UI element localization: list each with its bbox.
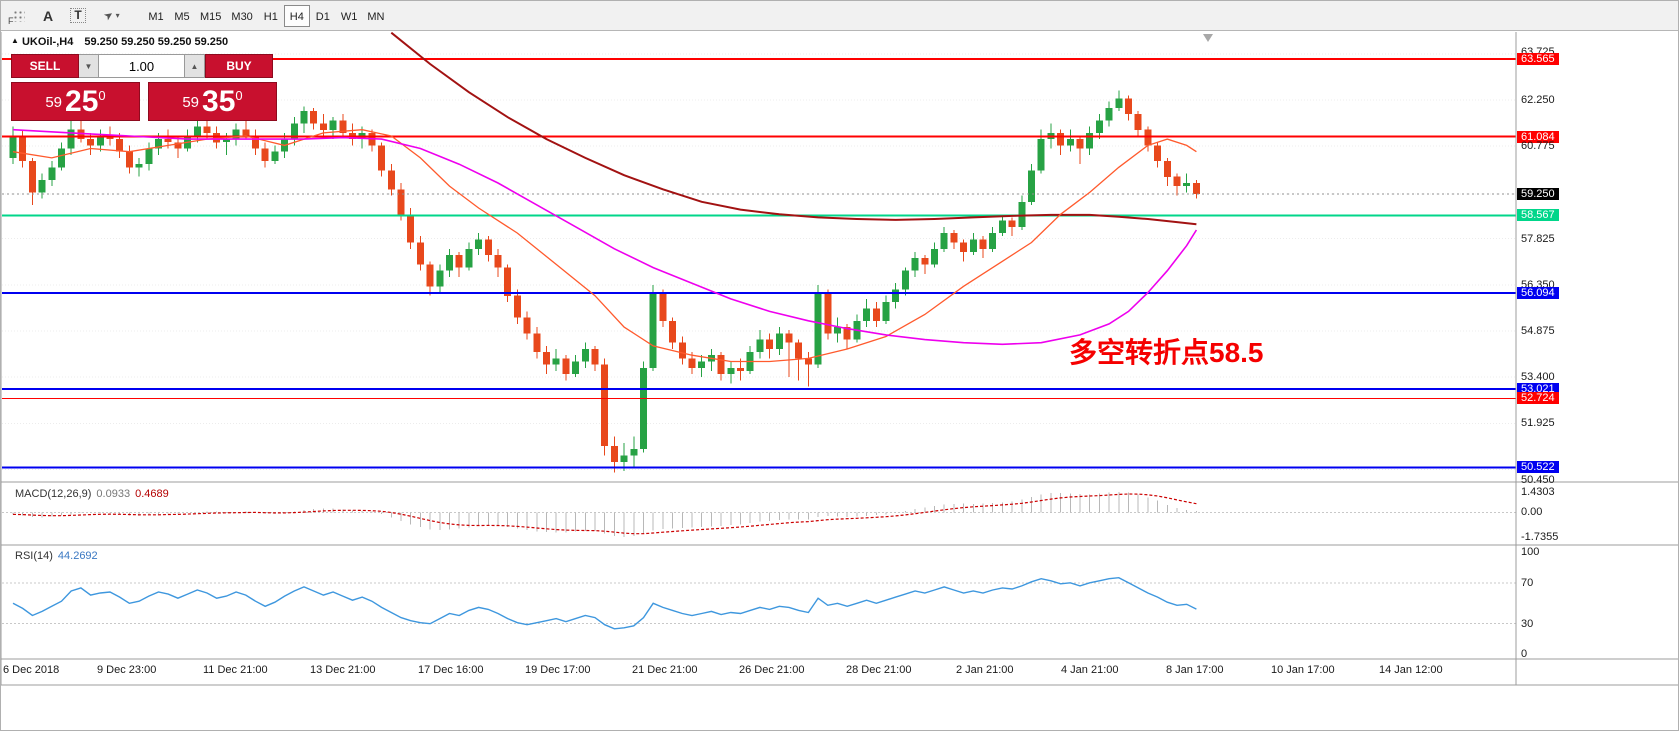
macd-axis-label: 0.00: [1521, 506, 1543, 518]
time-axis-label: 14 Jan 12:00: [1379, 664, 1443, 676]
buy-price-prefix: 59: [182, 94, 200, 111]
toolbar: F A T ➤ ▾ M1 M5 M15 M30 H1 H4 D1 W1 MN: [1, 1, 1678, 31]
price-axis-label: 51.925: [1521, 417, 1555, 429]
rsi-name: RSI(14): [15, 550, 53, 562]
text-label-tool-button[interactable]: A: [35, 5, 61, 27]
time-axis-label: 8 Jan 17:00: [1166, 664, 1224, 676]
buy-price-sup: 0: [235, 88, 243, 103]
macd-axis-label: -1.7355: [1521, 531, 1559, 543]
time-axis-label: 10 Jan 17:00: [1271, 664, 1335, 676]
time-axis-label: 19 Dec 17:00: [525, 664, 591, 676]
price-axis-label: 58.567: [1517, 209, 1559, 221]
timeframe-button-m15[interactable]: M15: [200, 10, 222, 23]
macd-name: MACD(12,26,9): [15, 488, 92, 500]
price-axis-label: 54.875: [1521, 325, 1555, 337]
pointer-tool-button[interactable]: ➤ ▾: [95, 5, 129, 27]
time-axis-label: 9 Dec 23:00: [97, 664, 157, 676]
volume-increase-button[interactable]: ▲: [185, 54, 205, 78]
timeframe-button-h4[interactable]: H4: [283, 4, 310, 27]
rsi-axis-label: 30: [1521, 618, 1534, 630]
price-axis-label: 57.825: [1521, 233, 1555, 245]
freehand-draw-tool-button[interactable]: F: [5, 5, 31, 27]
sell-price-sup: 0: [98, 88, 106, 103]
sell-price-button[interactable]: 59 25 0: [11, 82, 140, 121]
text-label-icon: A: [42, 7, 54, 24]
macd-axis-label: 1.4303: [1521, 486, 1555, 498]
macd-indicator-label: MACD(12,26,9) 0.0933 0.4689: [15, 488, 174, 500]
symbol-marker-icon: ▲: [11, 36, 19, 45]
rsi-line: [12, 576, 1197, 630]
pointer-tool-icon: ➤: [102, 8, 117, 24]
price-axis-label: 62.250: [1521, 94, 1555, 106]
chart-ohlc-header: ▲ UKOil-,H4 59.250 59.250 59.250 59.250: [11, 36, 228, 48]
time-axis-label: 2 Jan 21:00: [956, 664, 1014, 676]
symbol-timeframe-label: UKOil-,H4: [21, 36, 74, 48]
candles-layer: [9, 90, 1200, 473]
price-axis-label: 50.450: [1521, 474, 1555, 486]
volume-decrease-button[interactable]: ▼: [79, 54, 99, 78]
time-axis-label: 21 Dec 21:00: [632, 664, 698, 676]
time-axis-label: 11 Dec 21:00: [203, 664, 268, 676]
buy-price-button[interactable]: 59 35 0: [148, 82, 277, 121]
macd-main-value: 0.0933: [96, 488, 131, 500]
time-axis-label: 6 Dec 2018: [3, 664, 60, 676]
buy-price-big: 35: [202, 85, 236, 118]
macd-histogram: [2, 492, 1516, 537]
time-axis-label: 28 Dec 21:00: [846, 664, 912, 676]
rsi-axis-label: 70: [1521, 577, 1534, 589]
price-axis-label: 63.565: [1517, 53, 1559, 65]
text-box-tool-button[interactable]: T: [65, 5, 91, 27]
sell-price-big: 25: [65, 85, 99, 118]
time-axis-label: 17 Dec 16:00: [418, 664, 484, 676]
timeframe-group: M1 M5 M15 M30 H1 H4 D1 W1 MN: [143, 4, 389, 27]
rsi-axis-label: 0: [1521, 648, 1528, 660]
price-axis-label: 52.724: [1517, 392, 1559, 404]
ohlc-values: 59.250 59.250 59.250 59.250: [84, 36, 229, 48]
freehand-draw-label: F: [8, 15, 14, 26]
chart-shift-marker-icon: [1203, 34, 1213, 42]
price-axis-label: 53.400: [1521, 371, 1555, 383]
freehand-draw-icon: [11, 9, 25, 22]
price-axis-label: 60.775: [1521, 140, 1555, 152]
timeframe-button-mn[interactable]: MN: [367, 10, 385, 23]
timeframe-button-h1[interactable]: H1: [263, 10, 278, 23]
price-axis-label: 56.094: [1517, 287, 1559, 299]
timeframe-button-w1[interactable]: W1: [340, 10, 358, 23]
timeframe-button-m1[interactable]: M1: [148, 10, 164, 23]
time-axis-label: 13 Dec 21:00: [310, 664, 376, 676]
buy-button[interactable]: BUY: [205, 54, 273, 78]
ma-long-line: [390, 31, 1197, 226]
timeframe-button-m5[interactable]: M5: [174, 10, 190, 23]
rsi-axis-label: 100: [1521, 546, 1540, 558]
ma-fast-line: [12, 129, 1197, 363]
volume-input[interactable]: [99, 54, 185, 78]
rsi-value: 44.2692: [57, 550, 98, 562]
time-axis-label: 26 Dec 21:00: [739, 664, 805, 676]
chart-annotation-text: 多空转折点58.5: [1069, 337, 1264, 368]
macd-signal-line: [12, 493, 1197, 535]
macd-signal-value: 0.4689: [135, 488, 169, 500]
time-axis-label: 4 Jan 21:00: [1061, 664, 1119, 676]
ma-slow-line: [12, 128, 1198, 346]
sell-price-prefix: 59: [45, 94, 63, 111]
rsi-guides: [2, 582, 1516, 625]
sell-button[interactable]: SELL: [11, 54, 79, 78]
timeframe-button-m30[interactable]: M30: [231, 10, 253, 23]
rsi-indicator-label: RSI(14) 44.2692: [15, 550, 103, 562]
price-axis-label: 61.084: [1517, 131, 1559, 143]
price-axis-label: 50.522: [1517, 461, 1559, 473]
timeframe-button-d1[interactable]: D1: [315, 10, 330, 23]
chevron-down-icon: ▾: [115, 11, 120, 20]
text-box-icon: T: [70, 8, 86, 23]
panel-dividers: [1, 32, 1678, 686]
price-axis-label: 59.250: [1517, 188, 1559, 200]
